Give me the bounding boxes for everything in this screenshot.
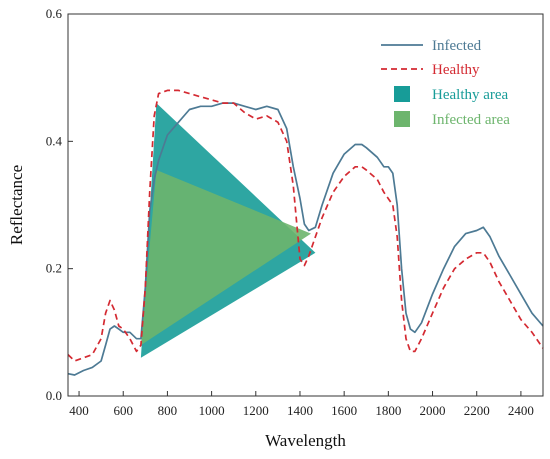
x-tick-label: 1400 <box>287 403 313 418</box>
plot-frame <box>67 13 544 397</box>
legend-infected-area-label: Infected area <box>432 112 510 128</box>
x-axis: 400 600 800 1000 1200 1400 1600 1800 2000 2200 240… <box>69 391 534 418</box>
y-tick-label: 0.2 <box>46 261 62 276</box>
x-tick-label: 2200 <box>464 403 490 418</box>
x-tick-label: 400 <box>69 403 89 418</box>
legend-infected-area-swatch <box>394 111 410 127</box>
spectral-lines <box>67 89 544 376</box>
y-tick-label: 0.6 <box>46 6 63 21</box>
y-tick-label: 0.4 <box>46 133 63 148</box>
series-line-infected <box>67 102 544 376</box>
legend-infected-label: Infected <box>432 38 482 54</box>
x-tick-label: 1200 <box>243 403 269 418</box>
y-axis-label: Reflectance <box>7 165 26 245</box>
x-tick-label: 800 <box>158 403 178 418</box>
x-tick-label: 1600 <box>331 403 357 418</box>
triangle-areas <box>140 103 316 358</box>
legend-healthy-area-label: Healthy area <box>432 87 509 103</box>
area-infected <box>140 170 311 346</box>
series-line-healthy <box>67 89 544 362</box>
x-tick-label: 2400 <box>508 403 534 418</box>
legend: Infected Healthy Healthy area Infected a… <box>381 38 510 128</box>
y-axis: 0.0 0.2 0.4 0.6 <box>46 6 73 403</box>
legend-healthy-area-swatch <box>394 86 410 102</box>
x-tick-label: 600 <box>113 403 133 418</box>
y-tick-label: 0.0 <box>46 388 62 403</box>
legend-healthy-label: Healthy <box>432 62 480 78</box>
x-axis-label: Wavelength <box>265 431 346 450</box>
x-tick-label: 1000 <box>199 403 225 418</box>
x-tick-label: 2000 <box>420 403 446 418</box>
x-tick-label: 1800 <box>375 403 401 418</box>
